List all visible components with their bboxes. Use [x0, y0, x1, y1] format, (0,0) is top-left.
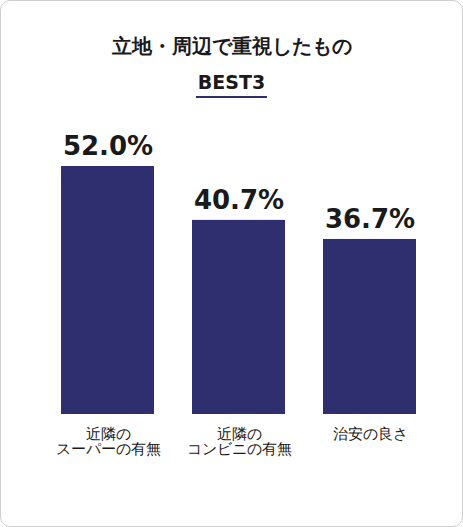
html-text:BEST3: BEST3 — [197, 71, 266, 93]
svg-text:52.0%: 52.0% — [63, 131, 153, 161]
html-text:立地・周辺で重視したもの: 立地・周辺で重視したもの — [111, 34, 352, 58]
svg-text:36.7%: 36.7% — [325, 204, 415, 234]
svg-text:治安の良さ: 治安の良さ — [333, 425, 408, 443]
svg-text:近隣のコンビニの有無: 近隣のコンビニの有無 — [187, 425, 292, 458]
svg-text:近隣のスーパーの有無: 近隣のスーパーの有無 — [56, 425, 161, 458]
svg-text:40.7%: 40.7% — [194, 185, 284, 215]
